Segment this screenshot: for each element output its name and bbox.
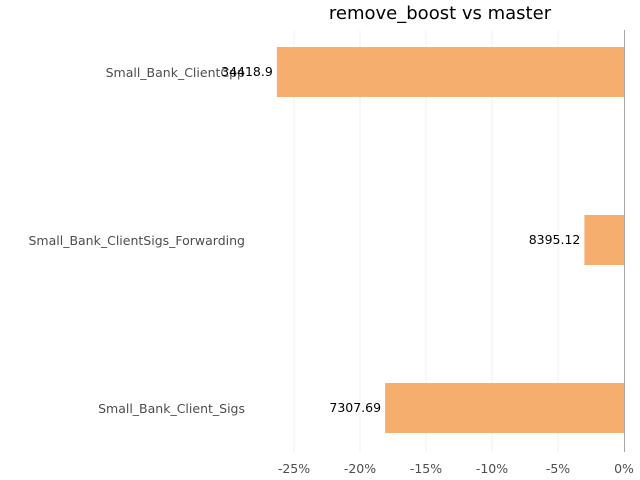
bars xyxy=(276,47,624,433)
chart-title: remove_boost vs master xyxy=(329,3,552,24)
x-tick-label: -20% xyxy=(344,461,376,476)
bar xyxy=(276,47,624,97)
x-tick-label: -10% xyxy=(476,461,508,476)
x-tick-label: -15% xyxy=(410,461,442,476)
grid-lines xyxy=(293,30,559,452)
category-label: Small_Bank_Client_Sigs xyxy=(98,401,245,416)
category-label: Small_Bank_ClientSigs_Forwarding xyxy=(28,233,245,248)
x-tick-label: 0% xyxy=(614,461,634,476)
category-label: Small_Bank_ClientCpp xyxy=(106,65,245,80)
labels: -25% -20% -15% -10% -5% 0% Small_Bank_ClientCp… xyxy=(28,64,634,476)
x-tick-label: -5% xyxy=(546,461,570,476)
bar-value-label: 34418.9 xyxy=(221,64,273,79)
x-tick-label: -25% xyxy=(278,461,310,476)
bar xyxy=(385,383,624,433)
bar xyxy=(584,215,624,265)
bar-value-label: 7307.69 xyxy=(329,400,381,415)
bar-value-label: 8395.12 xyxy=(529,232,581,247)
